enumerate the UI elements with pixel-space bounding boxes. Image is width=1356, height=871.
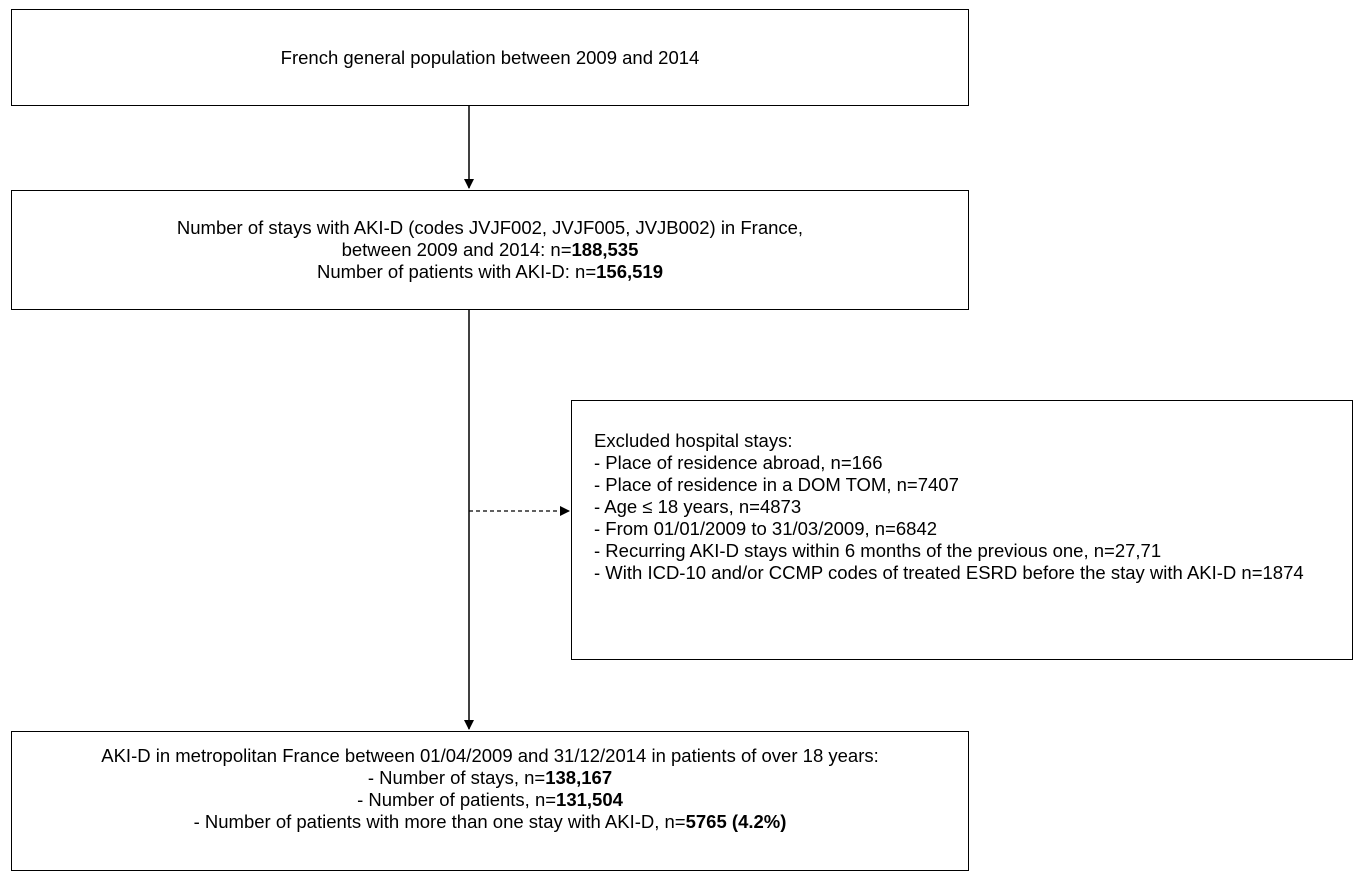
excluded-item: - With ICD-10 and/or CCMP codes of treat… [594, 562, 1304, 583]
excluded-item: - Place of residence in a DOM TOM, n=740… [594, 474, 959, 495]
final-line-4: - Number of patients with more than one … [194, 811, 787, 833]
excluded-title: Excluded hospital stays: [594, 430, 793, 451]
excluded-item: - Recurring AKI-D stays within 6 months … [594, 540, 1162, 561]
patients-count-value: 156,519 [596, 261, 664, 282]
box-final-cohort: AKI-D in metropolitan France between 01/… [11, 731, 969, 871]
excluded-item: - Place of residence abroad, n=166 [594, 452, 883, 473]
stays-line-2: between 2009 and 2014: n=188,535 [342, 239, 639, 261]
final-stays-value: 138,167 [545, 767, 613, 788]
excluded-item: - From 01/01/2009 to 31/03/2009, n=6842 [594, 518, 938, 539]
stays-count-value: 188,535 [571, 239, 639, 260]
box-aki-d-stays: Number of stays with AKI-D (codes JVJF00… [11, 190, 969, 310]
final-stays-label: - Number of stays, n= [367, 767, 546, 788]
final-patients-label: - Number of patients, n= [357, 789, 557, 810]
final-line-3: - Number of patients, n=131,504 [357, 789, 623, 811]
box-general-population: French general population between 2009 a… [11, 9, 969, 106]
final-line-2: - Number of stays, n=138,167 [368, 767, 612, 789]
population-text: French general population between 2009 a… [280, 46, 700, 68]
final-multi-stay-label: - Number of patients with more than one … [193, 811, 686, 832]
stays-line-1: Number of stays with AKI-D (codes JVJF00… [176, 217, 804, 238]
stays-line-3: Number of patients with AKI-D: n=156,519 [317, 261, 663, 283]
patients-count-label: Number of patients with AKI-D: n= [316, 261, 597, 282]
final-multi-stay-value: 5765 (4.2%) [685, 811, 787, 832]
box-excluded-stays: Excluded hospital stays: - Place of resi… [571, 400, 1353, 660]
final-patients-value: 131,504 [556, 789, 623, 810]
excluded-item: - Age ≤ 18 years, n=4873 [594, 496, 802, 517]
stays-count-label: between 2009 and 2014: n= [341, 239, 572, 260]
final-line-1: AKI-D in metropolitan France between 01/… [101, 745, 879, 766]
